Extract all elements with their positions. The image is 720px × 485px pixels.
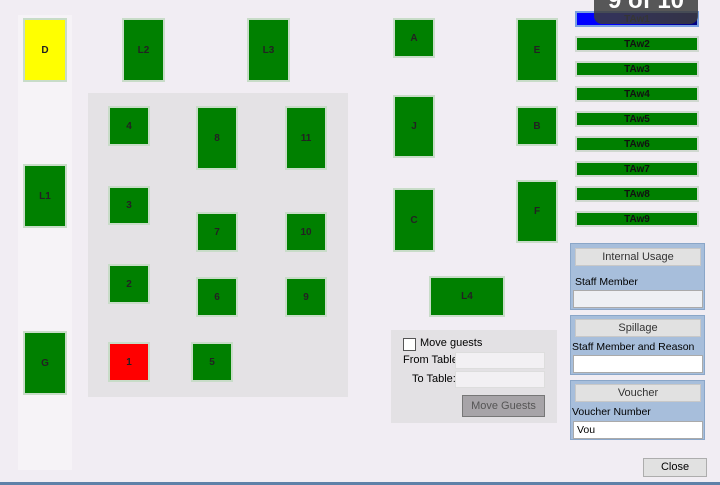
table-L3[interactable]: L3 [247, 18, 290, 82]
internal-usage-panel: Internal Usage Staff Member [570, 243, 705, 310]
takeaway-button-TAw9[interactable]: TAw9 [575, 211, 699, 227]
takeaway-button-TAw7[interactable]: TAw7 [575, 161, 699, 177]
table-7[interactable]: 7 [196, 212, 238, 252]
takeaway-button-TAw3[interactable]: TAw3 [575, 61, 699, 77]
table-A[interactable]: A [393, 18, 435, 58]
staff-member-input[interactable] [573, 290, 703, 308]
internal-usage-button[interactable]: Internal Usage [575, 248, 701, 266]
table-L4[interactable]: L4 [429, 276, 505, 317]
voucher-number-input[interactable]: Vou [573, 421, 703, 439]
takeaway-button-TAw5[interactable]: TAw5 [575, 111, 699, 127]
table-6[interactable]: 6 [196, 277, 238, 317]
left-column [18, 15, 72, 470]
move-guests-checkbox[interactable] [403, 338, 416, 351]
window-border [0, 482, 720, 485]
table-D[interactable]: D [23, 18, 67, 82]
table-L2[interactable]: L2 [122, 18, 165, 82]
takeaway-button-TAw6[interactable]: TAw6 [575, 136, 699, 152]
table-9[interactable]: 9 [285, 277, 327, 317]
table-1[interactable]: 1 [108, 342, 150, 382]
voucher-number-label: Voucher Number [572, 406, 651, 418]
from-table-input[interactable] [455, 352, 545, 369]
table-L1[interactable]: L1 [23, 164, 67, 228]
move-guests-button[interactable]: Move Guests [462, 395, 545, 417]
move-guests-label: Move guests [420, 337, 483, 349]
voucher-button[interactable]: Voucher [575, 384, 701, 402]
voucher-panel: Voucher Voucher Number Vou [570, 380, 705, 440]
table-J[interactable]: J [393, 95, 435, 158]
spillage-reason-input[interactable] [573, 355, 703, 373]
spillage-reason-label: Staff Member and Reason [572, 341, 695, 353]
move-guests-panel: Move guests From Table: To Table: Move G… [391, 330, 557, 423]
close-button[interactable]: Close [643, 458, 707, 477]
takeaway-button-TAw4[interactable]: TAw4 [575, 86, 699, 102]
staff-member-label: Staff Member [575, 276, 638, 288]
from-table-label: From Table: [403, 354, 461, 366]
to-table-input[interactable] [455, 371, 545, 388]
table-E[interactable]: E [516, 18, 558, 82]
table-10[interactable]: 10 [285, 212, 327, 252]
spillage-button[interactable]: Spillage [575, 319, 701, 337]
table-C[interactable]: C [393, 188, 435, 252]
table-F[interactable]: F [516, 180, 558, 243]
takeaway-button-TAw8[interactable]: TAw8 [575, 186, 699, 202]
page-counter-overlay: 9 of 10 [594, 0, 698, 24]
takeaway-button-TAw2[interactable]: TAw2 [575, 36, 699, 52]
table-5[interactable]: 5 [191, 342, 233, 382]
table-G[interactable]: G [23, 331, 67, 395]
to-table-label: To Table: [412, 373, 456, 385]
spillage-panel: Spillage Staff Member and Reason [570, 315, 705, 375]
table-11[interactable]: 11 [285, 106, 327, 170]
table-B[interactable]: B [516, 106, 558, 146]
table-3[interactable]: 3 [108, 186, 150, 225]
table-2[interactable]: 2 [108, 264, 150, 304]
table-8[interactable]: 8 [196, 106, 238, 170]
table-4[interactable]: 4 [108, 106, 150, 146]
